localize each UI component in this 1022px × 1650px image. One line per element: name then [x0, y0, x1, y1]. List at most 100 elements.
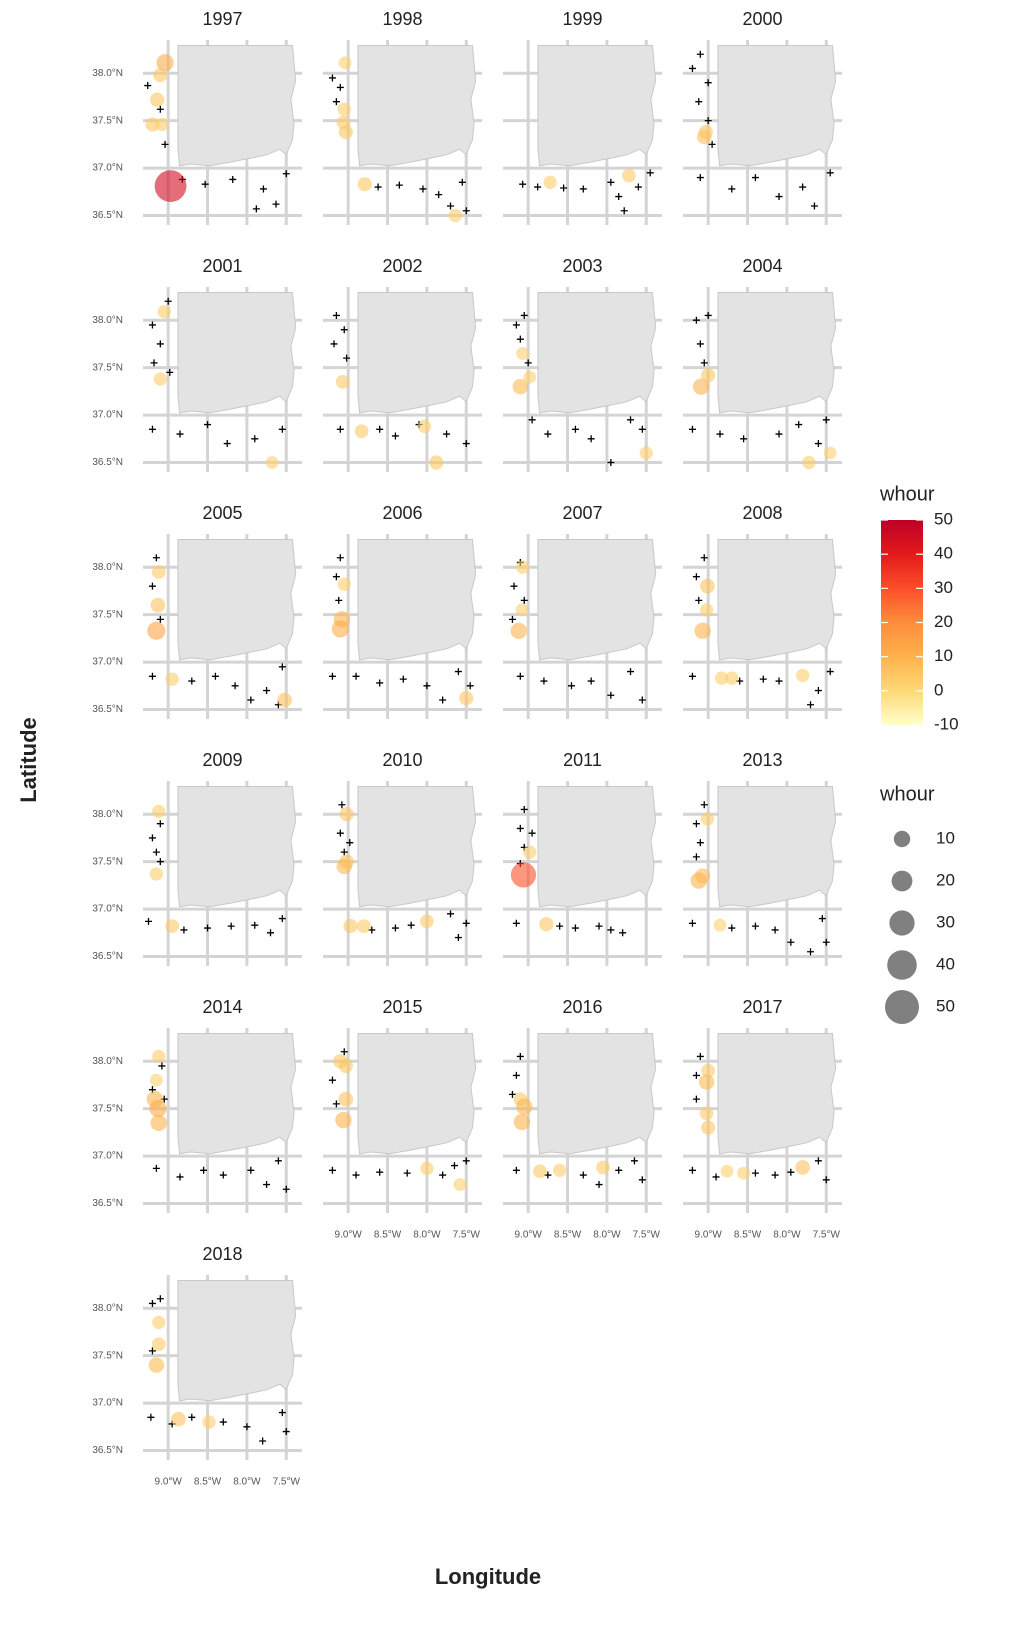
station-cross	[799, 183, 807, 191]
station-cross	[712, 1173, 720, 1181]
x-tick-label: 8.5°W	[194, 1477, 222, 1488]
colorbar-label: 50	[934, 509, 953, 528]
bubble	[151, 1337, 166, 1352]
land	[717, 292, 837, 414]
station-cross	[439, 696, 447, 704]
station-cross	[282, 1428, 290, 1436]
bubble	[202, 1415, 216, 1429]
station-cross	[638, 425, 646, 433]
bubble	[338, 1091, 354, 1107]
station-cross	[335, 596, 343, 604]
bubble	[336, 858, 353, 875]
facet-title: 2018	[202, 1244, 242, 1264]
bubble	[701, 1063, 716, 1078]
station-cross	[700, 359, 708, 367]
station-cross	[156, 340, 164, 348]
bubble	[343, 919, 358, 934]
station-cross	[251, 435, 259, 443]
bubble	[725, 671, 739, 685]
station-cross	[447, 202, 455, 210]
station-cross	[595, 1181, 603, 1189]
bubble	[510, 622, 527, 639]
station-cross	[423, 682, 431, 690]
facet-title: 2008	[742, 503, 782, 523]
bubble	[802, 455, 816, 470]
station-cross	[247, 1166, 255, 1174]
station-cross	[338, 801, 346, 809]
station-cross	[615, 1166, 623, 1174]
station-cross	[164, 297, 172, 305]
facet-title: 2007	[562, 503, 602, 523]
land	[717, 1033, 837, 1155]
y-tick-label: 37.5°N	[92, 1350, 123, 1361]
station-cross	[278, 1409, 286, 1417]
station-cross	[508, 1090, 516, 1098]
station-cross	[274, 1157, 282, 1165]
station-cross	[180, 926, 188, 934]
land	[357, 292, 477, 414]
bubble	[339, 807, 354, 822]
y-tick-label: 38.0°N	[92, 1303, 123, 1314]
station-cross	[646, 169, 654, 177]
station-cross	[227, 922, 235, 930]
station-cross	[822, 1176, 830, 1184]
station-cross	[587, 677, 595, 685]
station-cross	[328, 1076, 336, 1084]
station-cross	[328, 672, 336, 680]
station-cross	[376, 679, 384, 687]
station-cross	[278, 663, 286, 671]
bubble	[694, 622, 711, 639]
station-cross	[374, 183, 382, 191]
station-cross	[147, 1413, 155, 1421]
station-cross	[571, 425, 579, 433]
station-cross	[204, 924, 212, 932]
station-cross	[462, 207, 470, 215]
bubble	[357, 919, 371, 934]
station-cross	[340, 1048, 348, 1056]
bubble	[153, 372, 167, 386]
station-cross	[211, 672, 219, 680]
facet-title: 1999	[562, 9, 602, 29]
land	[177, 539, 297, 661]
station-cross	[822, 416, 830, 424]
bubble	[152, 804, 166, 819]
bubble	[151, 565, 166, 579]
station-cross	[176, 1173, 184, 1181]
station-cross	[692, 316, 700, 324]
bubble	[690, 872, 707, 889]
x-tick-label: 8.0°W	[413, 1230, 441, 1241]
station-cross	[158, 1062, 166, 1070]
station-cross	[201, 180, 209, 188]
station-cross	[161, 140, 169, 148]
station-cross	[759, 675, 767, 683]
colorbar-label: 0	[934, 680, 943, 699]
station-cross	[336, 83, 344, 91]
bubble	[515, 603, 529, 617]
facet-title: 2016	[562, 997, 602, 1017]
facet-title: 2010	[382, 750, 422, 770]
station-cross	[787, 1168, 795, 1176]
bubble	[539, 917, 554, 932]
bubble	[543, 175, 557, 189]
colorbar-label: 30	[934, 578, 953, 597]
station-cross	[278, 915, 286, 923]
station-cross	[826, 169, 834, 177]
station-cross	[243, 1423, 251, 1431]
size-label: 20	[936, 870, 955, 889]
facet-title: 2004	[742, 256, 782, 276]
station-cross	[466, 682, 474, 690]
size-label: 40	[936, 954, 955, 973]
facet-title: 2013	[742, 750, 782, 770]
colorbar-label: -10	[934, 714, 959, 733]
station-cross	[229, 175, 237, 183]
bubble	[337, 577, 351, 591]
station-cross	[376, 425, 384, 433]
facet-title: 2000	[742, 9, 782, 29]
station-cross	[219, 1418, 227, 1426]
y-tick-label: 36.5°N	[92, 1445, 123, 1456]
station-cross	[403, 1169, 411, 1177]
station-cross	[516, 1052, 524, 1060]
station-cross	[328, 1166, 336, 1174]
station-cross	[607, 178, 615, 186]
facet-title: 2005	[202, 503, 242, 523]
